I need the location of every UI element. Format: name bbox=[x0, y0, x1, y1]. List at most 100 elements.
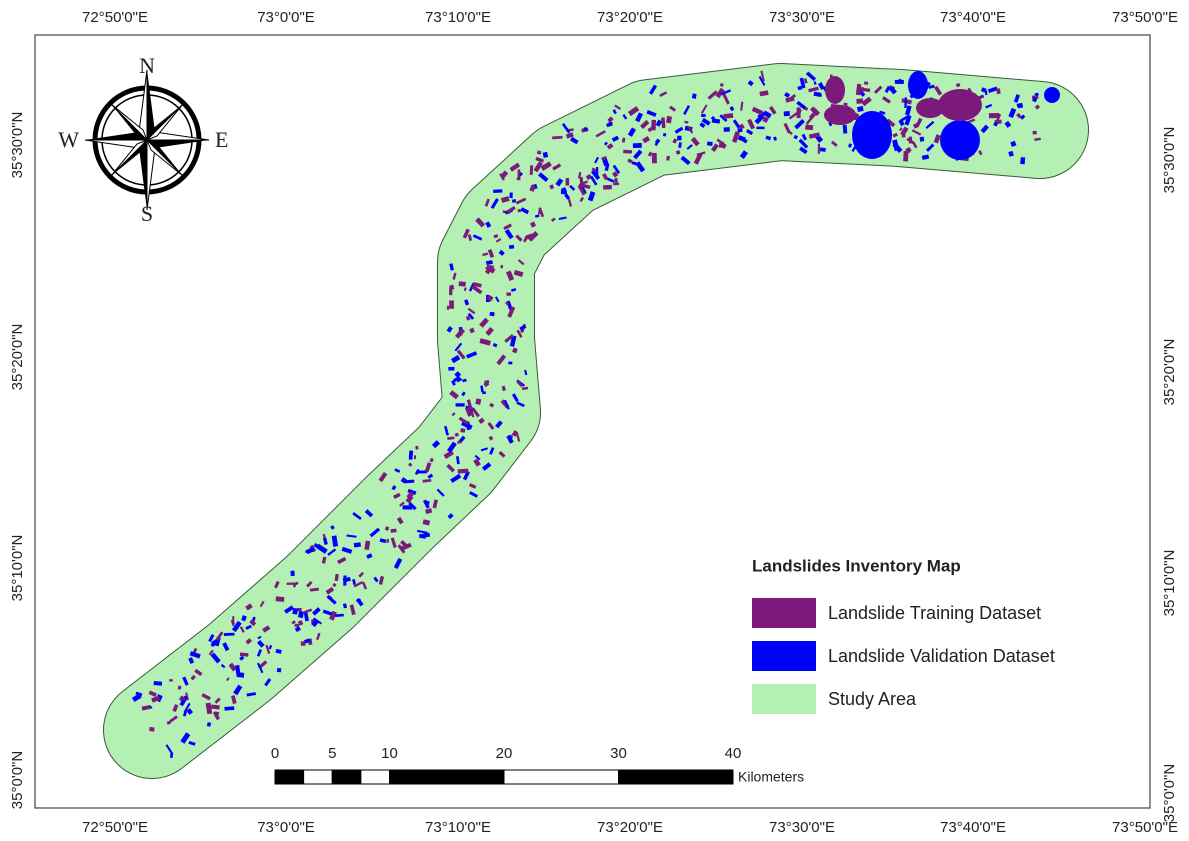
legend-label: Landslide Validation Dataset bbox=[828, 646, 1055, 666]
landslide bbox=[459, 281, 466, 286]
landslide bbox=[756, 127, 764, 130]
landslide bbox=[663, 133, 666, 137]
landslide bbox=[290, 571, 294, 576]
right-label: 35°10'0"N bbox=[1161, 550, 1178, 617]
landslide bbox=[390, 529, 396, 533]
landslide bbox=[677, 136, 681, 141]
top-label: 73°10'0"E bbox=[425, 9, 491, 26]
landslide bbox=[447, 306, 449, 310]
landslide bbox=[487, 266, 494, 270]
landslide bbox=[422, 535, 426, 539]
top-label: 73°40'0"E bbox=[940, 9, 1006, 26]
landslide bbox=[506, 293, 511, 296]
landslide bbox=[824, 105, 856, 125]
legend-label: Study Area bbox=[828, 689, 917, 709]
bottom-label: 72°50'0"E bbox=[82, 819, 148, 836]
landslide bbox=[509, 192, 512, 198]
landslide bbox=[457, 441, 462, 444]
bottom-label: 73°10'0"E bbox=[425, 819, 491, 836]
scale-segment bbox=[361, 770, 390, 784]
landslide bbox=[517, 209, 521, 213]
landslide bbox=[603, 185, 612, 190]
landslide bbox=[415, 446, 418, 450]
landslide bbox=[277, 668, 281, 673]
landslide bbox=[149, 727, 154, 732]
landslide bbox=[1033, 131, 1037, 135]
landslide bbox=[920, 137, 925, 142]
left-label: 35°30'0"N bbox=[9, 112, 26, 179]
landslide bbox=[818, 144, 820, 154]
scale-label: 20 bbox=[496, 745, 513, 762]
landslide bbox=[724, 127, 730, 132]
landslide bbox=[448, 367, 454, 370]
landslide bbox=[530, 165, 534, 175]
landslide bbox=[852, 111, 892, 159]
landslide bbox=[623, 150, 632, 154]
landslide bbox=[169, 679, 173, 681]
landslide bbox=[456, 403, 465, 406]
top-label: 73°50'0"E bbox=[1112, 9, 1178, 26]
landslide bbox=[354, 542, 361, 547]
landslide bbox=[864, 82, 868, 85]
legend-label: Landslide Training Dataset bbox=[828, 603, 1041, 623]
right-label: 35°30'0"N bbox=[1161, 127, 1178, 194]
landslide bbox=[820, 147, 826, 151]
scale-label: 40 bbox=[725, 745, 742, 762]
landslide bbox=[509, 245, 514, 249]
landslide bbox=[902, 134, 906, 137]
top-label: 72°50'0"E bbox=[82, 9, 148, 26]
scale-segment bbox=[275, 770, 304, 784]
landslide bbox=[508, 361, 512, 364]
landslide bbox=[409, 451, 413, 460]
map: 72°50'0"E73°0'0"E73°10'0"E73°20'0"E73°30… bbox=[0, 0, 1189, 841]
compass-east: E bbox=[215, 127, 228, 152]
left-label: 35°0'0"N bbox=[9, 751, 26, 809]
scale-segment bbox=[332, 770, 361, 784]
scale-segment bbox=[619, 770, 734, 784]
left-label: 35°10'0"N bbox=[9, 535, 26, 602]
landslide bbox=[493, 189, 502, 193]
scale-unit: Kilometers bbox=[738, 769, 804, 785]
legend-swatch bbox=[752, 598, 816, 628]
landslide bbox=[856, 98, 863, 103]
landslide bbox=[652, 153, 657, 164]
top-label: 73°30'0"E bbox=[769, 9, 835, 26]
landslide bbox=[292, 608, 298, 614]
landslide bbox=[707, 142, 713, 146]
landslide bbox=[723, 113, 733, 119]
legend-swatch bbox=[752, 684, 816, 714]
bottom-label: 73°20'0"E bbox=[597, 819, 663, 836]
landslide bbox=[861, 87, 864, 93]
bottom-label: 73°30'0"E bbox=[769, 819, 835, 836]
scale-label: 30 bbox=[610, 745, 627, 762]
bottom-label: 73°40'0"E bbox=[940, 819, 1006, 836]
landslide bbox=[301, 641, 306, 646]
scale-label: 10 bbox=[381, 745, 398, 762]
right-label: 35°20'0"N bbox=[1161, 339, 1178, 406]
landslide bbox=[938, 89, 982, 121]
landslide bbox=[276, 596, 285, 601]
scale-segment bbox=[304, 770, 333, 784]
landslide bbox=[224, 633, 235, 636]
landslide bbox=[940, 120, 980, 160]
landslide bbox=[989, 113, 999, 118]
landslide bbox=[414, 455, 416, 459]
landslide bbox=[916, 98, 944, 118]
scale-label: 0 bbox=[271, 745, 279, 762]
landslide bbox=[596, 167, 598, 176]
landslide bbox=[825, 76, 845, 104]
legend-swatch bbox=[752, 641, 816, 671]
landslide bbox=[701, 114, 706, 117]
landslide bbox=[458, 469, 469, 474]
landslide bbox=[460, 428, 465, 433]
legend-title: Landslides Inventory Map bbox=[752, 556, 961, 575]
landslide bbox=[903, 151, 908, 162]
landslide bbox=[566, 178, 570, 185]
landslide bbox=[518, 169, 521, 180]
landslide bbox=[211, 704, 220, 709]
landslide bbox=[613, 183, 619, 186]
landslide bbox=[843, 125, 848, 134]
landslide bbox=[633, 143, 642, 148]
landslide bbox=[784, 111, 790, 116]
compass-north: N bbox=[139, 53, 155, 78]
